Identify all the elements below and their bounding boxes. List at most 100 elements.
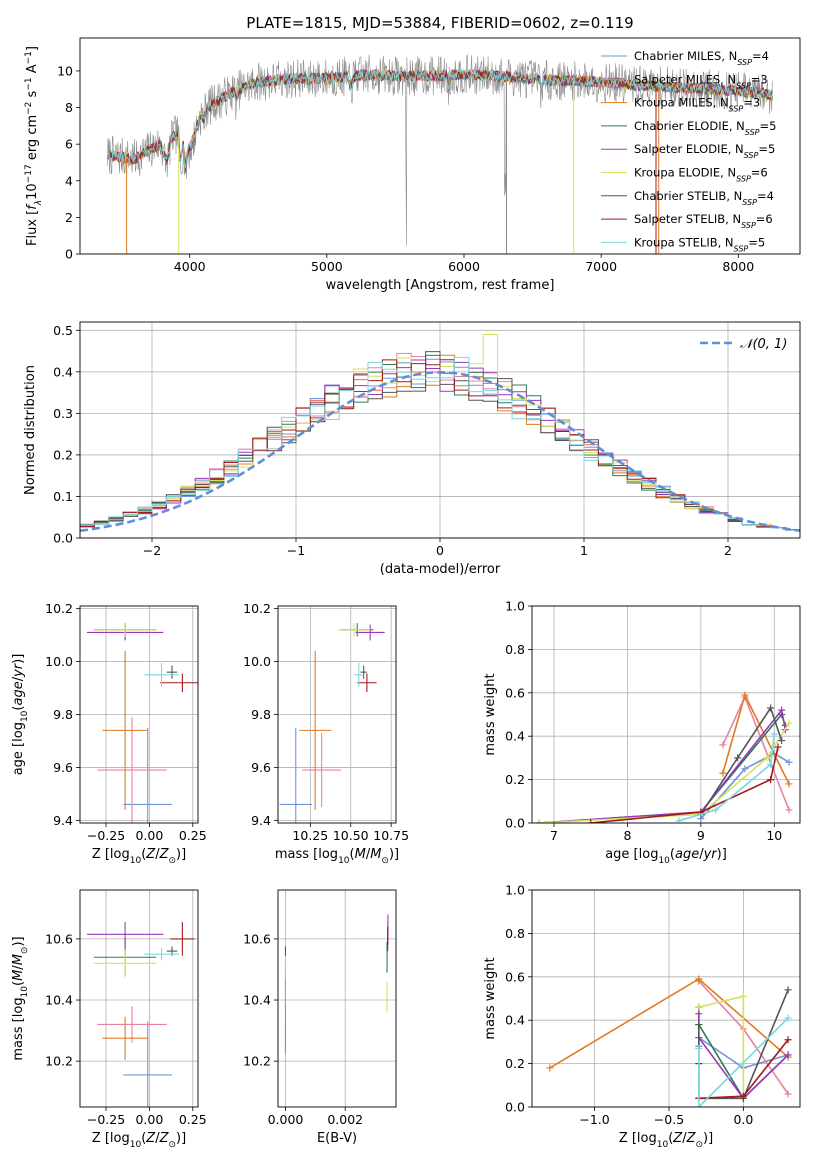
legend-label-count: =5 — [758, 142, 775, 156]
legend-label: Chabrier STELIB, NSSP=4 — [634, 189, 774, 207]
y-tick-label: 8 — [65, 100, 73, 115]
weight-marker — [712, 806, 720, 814]
x-axis-label: E(B-V) — [317, 1131, 357, 1146]
spectrum-plot-area — [106, 54, 773, 254]
y-tick-label: 0.8 — [505, 926, 525, 941]
x-axis-label-part: 10 — [130, 856, 142, 866]
y-tick-label: 10.4 — [45, 993, 73, 1008]
y-tick-label: 9.8 — [53, 707, 73, 722]
x-axis-label-part: Z [log — [619, 1131, 657, 1146]
weight_vs_Z-axes: −1.0 −0.5 0.0 0.0 0.2 0.4 0.6 0.8 1.0 mass weight… — [483, 883, 801, 1150]
x-tick-label: 7 — [550, 828, 558, 843]
x-axis-label-part: / — [366, 847, 371, 862]
legend-label-count: =4 — [752, 49, 769, 63]
errorbar-point — [144, 948, 179, 961]
legend-label: Kroupa ELODIE, NSSP=6 — [634, 166, 768, 184]
x-axis-label: mass [log10(M/M⊙)] — [275, 847, 399, 866]
x-axis-label-part: Z [log — [92, 847, 130, 862]
legend-label-count: =4 — [757, 189, 774, 203]
x-axis-label-part: / — [155, 847, 160, 862]
weight_vs_age-plot-area — [535, 691, 793, 823]
weight_vs_Z-plot-area — [546, 975, 792, 1107]
y-tick-label: 1.0 — [505, 599, 525, 614]
age_vs_Z-axes: −0.25 0.00 0.259.49.69.810.010.2Z [log10(Z… — [11, 601, 207, 866]
x-axis-label-part: / — [682, 1131, 687, 1146]
x-tick-label: 0.25 — [179, 1112, 207, 1127]
x-axis-label-part: / — [699, 847, 704, 862]
weight-marker — [784, 1014, 792, 1022]
y-axis-label-part: age [log — [11, 722, 26, 775]
y-axis-label-part: −2 — [24, 102, 34, 115]
x-tick-label: −2 — [143, 543, 161, 558]
data-spectrum — [107, 54, 773, 246]
y-axis-label-part: / — [11, 965, 26, 970]
errorbar-point — [355, 624, 385, 641]
legend-label: Chabrier ELODIE, NSSP=5 — [634, 119, 776, 137]
y-tick-label: 9.6 — [53, 760, 73, 775]
y-axis-label-part: −17 — [24, 164, 34, 183]
y-tick-label: 10.6 — [45, 931, 73, 946]
weight-marker — [767, 760, 775, 768]
weight-marker — [784, 986, 792, 994]
weight-marker — [695, 975, 703, 983]
x-tick-label: −1 — [287, 543, 305, 558]
age_vs_mass-axes: 10.25 10.50 10.75 9.4 9.6 9.8 10.0 10.2 mass [lo… — [243, 601, 409, 866]
x-axis-label-part: ( — [141, 847, 146, 862]
legend-label-count: =6 — [751, 166, 768, 180]
y-tick-label: 0.1 — [53, 489, 73, 504]
weight-marker — [695, 1044, 703, 1052]
y-axis-label-part: ( — [11, 981, 26, 986]
y-tick-label: 0.0 — [505, 816, 525, 831]
errorbar-point — [337, 623, 371, 637]
x-axis-label-part: age [log — [605, 847, 658, 862]
y-axis-label-part: λ — [34, 200, 44, 206]
x-axis-label-part: )] — [389, 847, 399, 862]
weight-marker — [695, 1021, 703, 1029]
legend-label-name: Chabrier MILES, N — [634, 49, 737, 63]
legend-label-name: Salpeter MILES, N — [634, 72, 736, 86]
x-axis-label-part: age — [675, 847, 699, 862]
normal-distribution-curve — [80, 370, 800, 532]
x-tick-label: 1 — [580, 543, 588, 558]
x-axis-label-part: )] — [176, 847, 186, 862]
axes-frame — [531, 889, 801, 1108]
y-tick-label: 0.2 — [505, 1056, 525, 1071]
weight-marker — [535, 819, 543, 823]
y-tick-label: 10.2 — [243, 1054, 271, 1069]
x-tick-label: −1.0 — [579, 1112, 609, 1127]
x-tick-label: 10.25 — [292, 828, 328, 843]
x-tick-label: 10.50 — [333, 828, 369, 843]
legend-label-name: Kroupa ELODIE, N — [634, 166, 736, 180]
y-axis-label: Normed distribution — [23, 365, 38, 495]
errorbar-point — [97, 717, 167, 823]
weight-marker — [741, 765, 749, 773]
weight-marker — [675, 817, 683, 823]
y-tick-label: 0.0 — [505, 1100, 525, 1115]
legend-label-name: Kroupa STELIB, N — [634, 235, 734, 249]
x-tick-label: 2 — [724, 543, 732, 558]
x-axis-label: wavelength [Angstrom, rest frame] — [326, 278, 555, 293]
legend-label-name: Chabrier ELODIE, N — [634, 119, 745, 133]
y-tick-label: 9.8 — [251, 707, 271, 722]
x-tick-label: −0.5 — [654, 1112, 684, 1127]
x-axis-label-part: yr — [703, 847, 719, 862]
y-tick-label: 10.0 — [45, 654, 73, 669]
x-axis-label-part: mass [log — [275, 847, 338, 862]
y-axis-label: mass weight — [483, 673, 498, 755]
weight-marker — [741, 691, 749, 699]
y-tick-label: 9.4 — [251, 813, 271, 828]
legend-label-count: =5 — [748, 235, 765, 249]
x-axis-label-part: Z [log — [92, 1131, 130, 1146]
y-tick-label: 0.2 — [53, 447, 73, 462]
legend-label-name: Chabrier STELIB, N — [634, 189, 742, 203]
errorbar-point — [123, 727, 172, 823]
y-tick-label: 4 — [65, 173, 73, 188]
x-tick-label: 9 — [697, 828, 705, 843]
weight-marker — [767, 704, 775, 712]
x-axis-label-part: M — [355, 847, 366, 862]
y-axis-label-part: M — [11, 970, 26, 981]
errorbar-point — [299, 650, 332, 810]
y-tick-label: 1.0 — [505, 883, 525, 898]
errorbar-point — [302, 733, 342, 808]
